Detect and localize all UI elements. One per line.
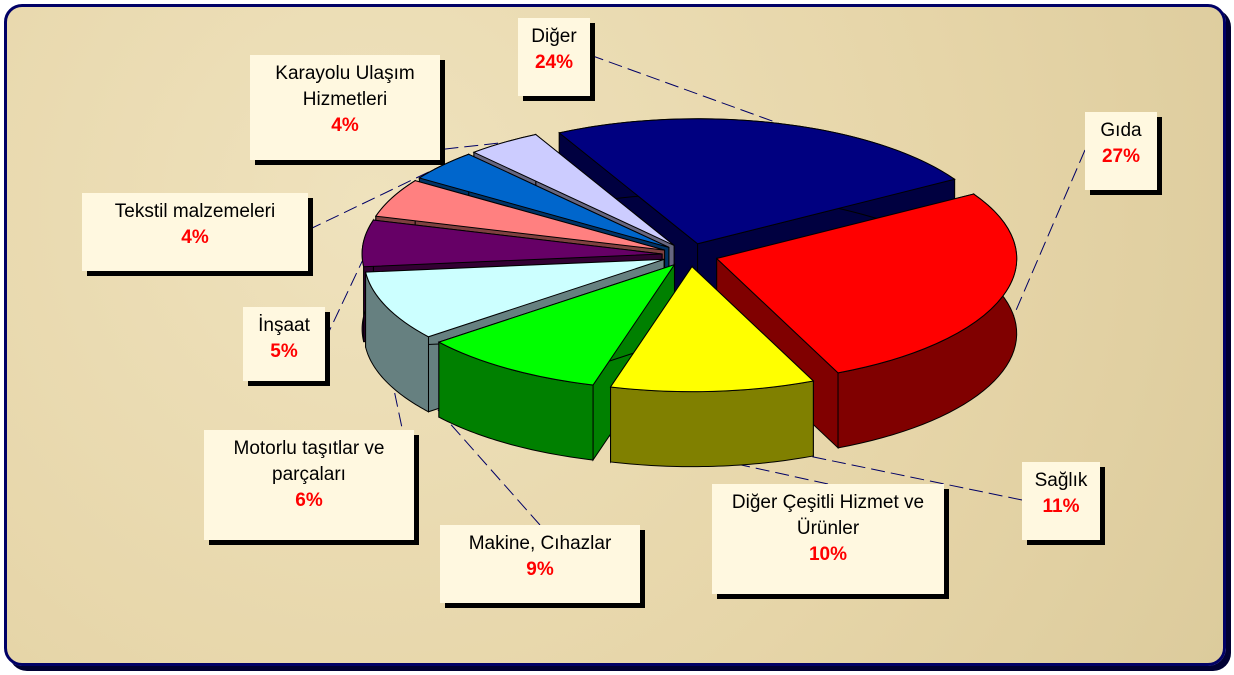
category-label: İnşaat — [258, 315, 310, 336]
leader-line — [307, 164, 443, 231]
slice — [361, 219, 663, 268]
category-label: Sağlık — [1034, 470, 1088, 491]
category-label: Gıda — [1100, 120, 1142, 141]
category-label: Motorlu taşıtlar ve parçaları — [233, 438, 385, 485]
value-label: 4% — [181, 227, 209, 248]
value-label: 4% — [331, 115, 359, 136]
slice — [374, 180, 665, 251]
slice-label: Tekstil malzemeleri 4% — [82, 193, 308, 271]
slice-group — [609, 265, 815, 468]
value-label: 9% — [526, 559, 554, 580]
slice-label: Diğer 24% — [518, 18, 590, 96]
value-label: 27% — [1101, 146, 1141, 167]
slice — [609, 265, 815, 393]
value-label: 5% — [270, 341, 298, 362]
category-label: Diğer Çeşitli Hizmet ve Ürünler — [731, 492, 925, 539]
slice — [472, 133, 675, 246]
slice — [418, 153, 670, 248]
leader-line — [589, 54, 780, 124]
slice-label: Karayolu Ulaşım Hizmetleri 4% — [250, 55, 440, 160]
value-label: 6% — [295, 490, 323, 511]
slice-label: İnşaat 5% — [243, 307, 325, 381]
category-label: Makine, Cıhazlar — [468, 533, 612, 554]
value-label: 24% — [534, 52, 574, 73]
category-label: Karayolu Ulaşım Hizmetleri — [275, 63, 415, 110]
slice-side — [610, 380, 814, 468]
value-label: 11% — [1042, 496, 1080, 517]
slice-label: Makine, Cıhazlar 9% — [440, 525, 640, 603]
slice-label: Motorlu taşıtlar ve parçaları 6% — [204, 430, 414, 540]
category-label: Tekstil malzemeleri — [114, 201, 276, 222]
slice — [715, 193, 1018, 374]
value-label: 10% — [808, 544, 848, 565]
category-label: Diğer — [531, 26, 577, 47]
slice — [558, 118, 956, 245]
slice-label: Gıda 27% — [1085, 112, 1157, 190]
slice-label: Diğer Çeşitli Hizmet ve Ürünler 10% — [712, 484, 944, 594]
leader-line — [1002, 149, 1086, 342]
slice-label: Sağlık 11% — [1022, 462, 1100, 540]
slice — [437, 263, 676, 386]
slice — [364, 258, 665, 338]
